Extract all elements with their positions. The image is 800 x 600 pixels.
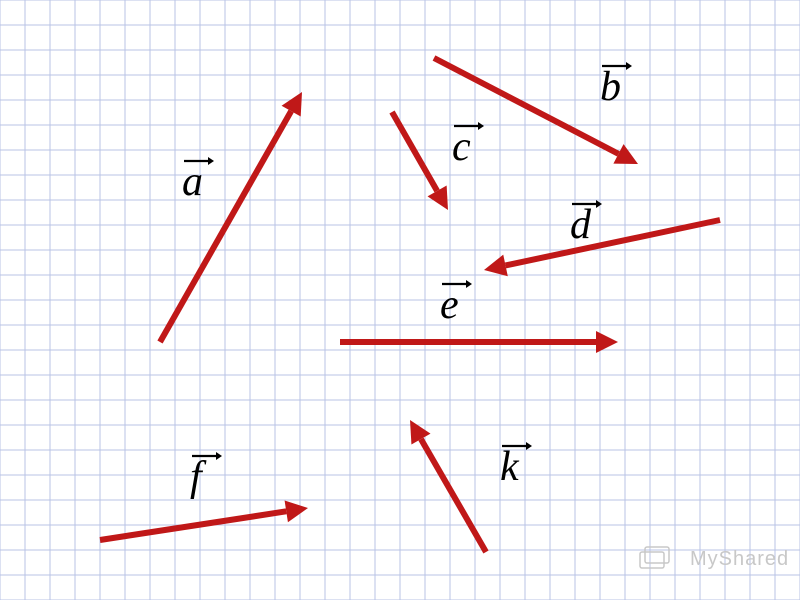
label-k-text: k	[500, 444, 520, 490]
watermark-text: MyShared	[690, 548, 789, 570]
label-c-text: c	[452, 124, 471, 170]
label-d-text: d	[570, 202, 592, 248]
label-e-text: e	[440, 282, 459, 328]
vector-diagram: abcdefkMyShared	[0, 0, 800, 600]
label-b-text: b	[600, 64, 621, 110]
label-a-text: a	[182, 159, 203, 205]
